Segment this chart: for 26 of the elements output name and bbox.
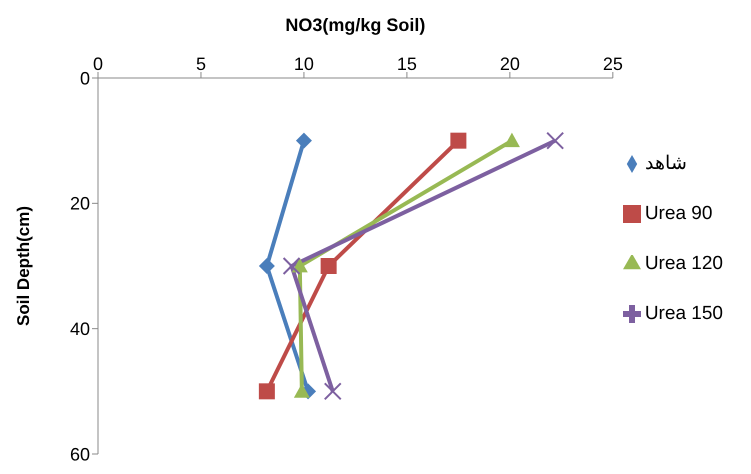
point (324, 382, 342, 400)
legend-label: Urea 120 (644, 253, 723, 274)
x-tick-label: 10 (294, 54, 314, 74)
point (296, 132, 312, 149)
point (282, 257, 301, 275)
x-tick-label: 20 (500, 54, 520, 74)
point (320, 258, 337, 274)
y-axis-title: Soil Depth(cm) (14, 206, 34, 326)
x-tick-label: 5 (196, 54, 206, 74)
y-tick-label: 0 (80, 68, 90, 88)
point (258, 383, 275, 400)
point (450, 132, 466, 149)
x-tick-label: 25 (602, 54, 623, 74)
legend-label: Urea 90 (644, 203, 712, 224)
x-tick-label: 15 (396, 54, 417, 74)
x-tick-label: 0 (92, 54, 104, 74)
point (504, 132, 520, 148)
legend-label: شاهد (644, 153, 687, 174)
y-tick-label: 40 (70, 319, 90, 340)
point (546, 132, 564, 150)
point (292, 258, 308, 272)
y-tick-label: 60 (70, 444, 90, 464)
legend-label: Urea 150 (644, 303, 723, 324)
x-axis-title: NO3(mg/kg Soil) (285, 14, 426, 35)
point (258, 258, 275, 274)
y-tick-label: 20 (70, 194, 90, 214)
